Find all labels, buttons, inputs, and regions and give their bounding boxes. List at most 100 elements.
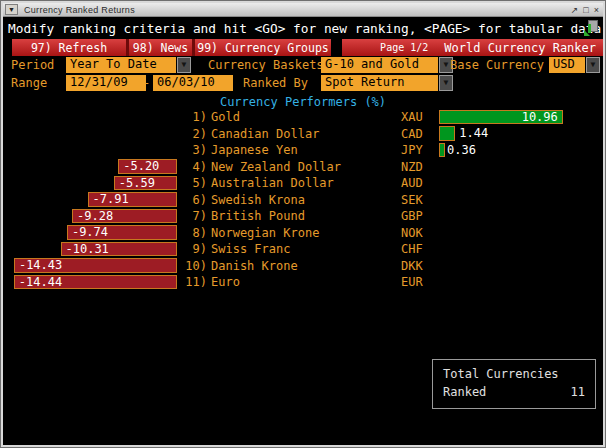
maximize-icon[interactable]: □ <box>583 5 588 15</box>
filter-row-2: Range 12/31/09 - 06/03/10 Ranked By Spot… <box>3 74 603 92</box>
chart-row[interactable]: -9.287)British PoundGBP <box>3 208 603 225</box>
range-label: Range <box>11 76 47 90</box>
negative-bar-zone <box>3 142 177 159</box>
positive-bar-zone: 1.44 <box>439 126 603 143</box>
row-label-zone: 3)Japanese Yen <box>177 142 401 159</box>
ranked-by-select[interactable]: Spot Return <box>321 75 438 91</box>
row-rank: 5) <box>177 175 207 192</box>
row-rank: 1) <box>177 109 207 126</box>
negative-bar: -7.91 <box>88 192 177 207</box>
export-go-icon[interactable] <box>584 20 598 36</box>
currency-name: Danish Krone <box>211 258 298 275</box>
currency-ticker: CAD <box>401 126 439 143</box>
positive-bar-zone <box>439 159 603 176</box>
chart-row[interactable]: 3)Japanese YenJPY0.36 <box>3 142 603 159</box>
range-start-input[interactable]: 12/31/09 <box>66 75 146 91</box>
currency-name: Swiss Franc <box>211 241 290 258</box>
period-label: Period <box>11 58 54 72</box>
row-label-zone: 1)Gold <box>177 109 401 126</box>
range-end-input[interactable]: 06/03/10 <box>153 75 233 91</box>
total-currencies-box: Total Currencies Ranked 11 <box>432 359 596 409</box>
negative-bar-zone: -14.44 <box>3 274 177 291</box>
popout-icon[interactable]: ↗ <box>571 5 579 15</box>
negative-bar-zone: -9.74 <box>3 225 177 242</box>
row-rank: 4) <box>177 159 207 176</box>
toolbar-currency-groups-button[interactable]: 99) Currency Groups <box>195 39 331 56</box>
close-icon[interactable]: × <box>594 5 599 15</box>
currency-ticker: AUD <box>401 175 439 192</box>
page-indicator: Page 1/2 <box>380 42 428 53</box>
row-label-zone: 6)Swedish Krona <box>177 192 401 209</box>
terminal-window: ▼ Currency Ranked Returns ↗ □ × Modify r… <box>0 0 606 448</box>
period-select[interactable]: Year To Date <box>66 57 176 73</box>
row-label-zone: 8)Norwegian Krone <box>177 225 401 242</box>
positive-bar: 10.96 <box>439 110 563 125</box>
base-currency-select[interactable]: USD <box>549 57 585 73</box>
ranked-by-label: Ranked By <box>243 76 308 90</box>
window-menu-button[interactable]: ▼ <box>5 4 18 15</box>
row-label-zone: 7)British Pound <box>177 208 401 225</box>
positive-bar <box>439 143 445 158</box>
currency-name: Japanese Yen <box>211 142 298 159</box>
positive-bar-zone <box>439 192 603 209</box>
row-rank: 9) <box>177 241 207 258</box>
negative-bar-zone: -5.20 <box>3 159 177 176</box>
chart-row[interactable]: -14.4310)Danish KroneDKK <box>3 258 603 275</box>
row-label-zone: 5)Australian Dollar <box>177 175 401 192</box>
currency-ticker: EUR <box>401 274 439 291</box>
currency-ticker: GBP <box>401 208 439 225</box>
chart-row[interactable]: -9.748)Norwegian KroneNOK <box>3 225 603 242</box>
currency-ticker: NZD <box>401 159 439 176</box>
currency-ticker: SEK <box>401 192 439 209</box>
negative-bar-zone: -5.59 <box>3 175 177 192</box>
currency-ticker: NOK <box>401 225 439 242</box>
chart-row[interactable]: -5.595)Australian DollarAUD <box>3 175 603 192</box>
currency-baskets-select[interactable]: G-10 and Gold <box>321 57 438 73</box>
chart-row[interactable]: -10.319)Swiss Franc CHF <box>3 241 603 258</box>
base-currency-dropdown-arrow-icon[interactable]: ▼ <box>586 57 600 73</box>
negative-bar: -9.28 <box>72 209 177 224</box>
chart-row[interactable]: 1)GoldXAU10.96 <box>3 109 603 126</box>
app-title: World Currency Ranker <box>444 41 596 55</box>
row-rank: 8) <box>177 225 207 242</box>
row-rank: 3) <box>177 142 207 159</box>
positive-bar-value: 1.44 <box>459 126 488 140</box>
positive-bar <box>439 126 455 141</box>
negative-bar-zone: -9.28 <box>3 208 177 225</box>
chart-row[interactable]: -7.916)Swedish KronaSEK <box>3 192 603 209</box>
window-titlebar: ▼ Currency Ranked Returns ↗ □ × <box>3 3 603 17</box>
row-label-zone: 2)Canadian Dollar <box>177 126 401 143</box>
row-rank: 6) <box>177 192 207 209</box>
total-currencies-value: 11 <box>571 385 585 399</box>
chart-title: Currency Performers (%) <box>3 92 603 109</box>
chart-row[interactable]: -14.4411)Euro EUR <box>3 274 603 291</box>
currency-name: Euro <box>211 274 240 291</box>
message-bar: Modify ranking criteria and hit <GO> for… <box>3 17 603 39</box>
negative-bar: -10.31 <box>61 242 178 257</box>
toolbar-refresh-button[interactable]: 97) Refresh <box>12 39 129 56</box>
base-currency-label: Base Currency <box>450 58 544 72</box>
toolbar: 97) Refresh 98) News 99) Currency Groups… <box>3 39 603 56</box>
row-rank: 11) <box>177 274 207 291</box>
negative-bar: -5.20 <box>118 159 177 174</box>
chart-row[interactable]: 2)Canadian DollarCAD1.44 <box>3 126 603 143</box>
total-currencies-label: Total Currencies <box>443 367 585 381</box>
chart-row[interactable]: -5.204)New Zealand Dollar NZD <box>3 159 603 176</box>
toolbar-news-button[interactable]: 98) News <box>129 39 195 56</box>
negative-bar-zone: -10.31 <box>3 241 177 258</box>
negative-bar-zone <box>3 109 177 126</box>
negative-bar: -14.44 <box>14 275 177 290</box>
positive-bar-zone <box>439 274 603 291</box>
toolbar-right-segment: Page 1/2 World Currency Ranker <box>342 39 603 56</box>
currency-name: Canadian Dollar <box>211 126 319 143</box>
message-text: Modify ranking criteria and hit <GO> for… <box>8 21 601 36</box>
positive-bar-zone: 0.36 <box>439 142 603 159</box>
currency-name: Norwegian Krone <box>211 225 319 242</box>
currency-ticker: CHF <box>401 241 439 258</box>
row-rank: 2) <box>177 126 207 143</box>
period-dropdown-arrow-icon[interactable]: ▼ <box>177 57 191 73</box>
row-rank: 7) <box>177 208 207 225</box>
ranked-by-dropdown-arrow-icon[interactable]: ▼ <box>439 75 453 91</box>
currency-name: New Zealand Dollar <box>211 159 341 176</box>
positive-bar-zone: 10.96 <box>439 109 603 126</box>
